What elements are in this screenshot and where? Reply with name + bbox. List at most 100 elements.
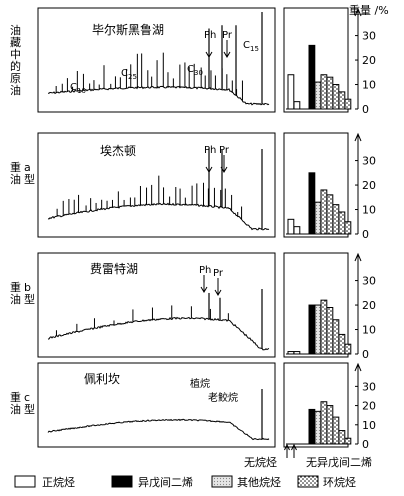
no-alkanes-label: 无烷烃 <box>244 455 277 469</box>
sample-label-char: 油 <box>10 172 21 186</box>
peak-label: C15 <box>243 40 259 53</box>
legend-label-n-alkanes: 正烷烃 <box>42 475 75 489</box>
y-tick-label: 0 <box>362 438 369 451</box>
sample-label-char: 重 <box>10 160 21 174</box>
sample-label-char: 型 <box>24 172 35 186</box>
sample-label-char: 型 <box>24 402 35 416</box>
chromatogram-frame <box>37 7 276 113</box>
sample-label-char: 油 <box>10 23 21 37</box>
y-tick-label: 20 <box>362 400 376 413</box>
bar <box>320 74 328 110</box>
sample-label-char: a <box>24 161 31 174</box>
bar <box>332 319 340 355</box>
chromatogram-frame <box>37 362 276 448</box>
bar <box>314 304 322 355</box>
sample-label-char: 油 <box>10 83 21 97</box>
y-axis-arrowhead <box>354 132 362 142</box>
bar <box>344 437 352 445</box>
bar <box>320 299 328 355</box>
bar <box>344 343 352 355</box>
bar <box>338 430 346 445</box>
missing-arrowhead <box>291 443 297 451</box>
peak-label: Pr <box>213 268 224 279</box>
bar <box>338 91 346 110</box>
bar <box>314 410 322 445</box>
legend-swatch-n-alkanes <box>14 475 36 488</box>
legend-swatch-naphthenes <box>297 475 319 488</box>
chromatogram-title: 毕尔斯黑鲁湖 <box>92 22 164 37</box>
bar-panel-frame <box>283 132 349 238</box>
missing-arrowhead <box>284 443 290 451</box>
chromatogram-frame <box>37 132 276 238</box>
peak-arrowhead <box>223 51 231 58</box>
sample-label-char: 型 <box>24 292 35 306</box>
peak-label: C25 <box>121 68 137 81</box>
y-tick-label: 0 <box>362 228 369 241</box>
chromatogram-frame <box>37 252 276 358</box>
legend-label-other-alkanes: 其他烷烃 <box>237 475 281 489</box>
peak-label: C30 <box>187 64 203 77</box>
peak-arrowhead <box>205 51 213 58</box>
bar <box>308 44 316 110</box>
bar <box>326 307 334 355</box>
bar-panel-frame <box>283 362 349 448</box>
bar <box>338 333 346 355</box>
chromatogram-trace <box>47 316 270 351</box>
y-tick-label: 30 <box>362 30 376 43</box>
y-tick-label: 30 <box>362 155 376 168</box>
bar-panel-frame <box>283 7 349 113</box>
bar <box>308 304 316 355</box>
sample-label-char: 油 <box>10 292 21 306</box>
chromatogram-title: 埃杰顿 <box>100 144 136 158</box>
y-tick-label: 10 <box>362 79 376 92</box>
bar <box>332 84 340 110</box>
bar <box>287 74 295 110</box>
y-tick-label: 30 <box>362 275 376 288</box>
bar <box>308 408 316 445</box>
sample-label-char: c <box>24 391 30 404</box>
y-tick-label: 20 <box>362 299 376 312</box>
peak-arrowhead <box>220 166 228 173</box>
chromatogram-title: 佩利坎 <box>84 372 120 386</box>
legend-label-naphthenes: 环烷烃 <box>323 475 356 489</box>
legend: 正烷烃 异戊间二烯 其他烷烃 环烷烃 <box>14 475 356 489</box>
peak-label: Ph <box>204 145 216 156</box>
y-tick-label: 30 <box>362 380 376 393</box>
peak-label: C10 <box>70 82 86 95</box>
bar <box>332 416 340 445</box>
bar <box>287 218 295 235</box>
y-tick-label: 10 <box>362 204 376 217</box>
chromatogram-trace <box>47 202 270 231</box>
bar <box>344 98 352 110</box>
bar <box>314 81 322 110</box>
chromatogram-trace <box>47 418 270 441</box>
bar <box>338 211 346 235</box>
peak-label: Ph <box>204 30 216 41</box>
bar <box>314 201 322 235</box>
y-axis-arrowhead <box>354 7 362 17</box>
peak-arrowhead <box>200 286 208 293</box>
bar <box>320 189 328 235</box>
peak-label: Pr <box>222 30 233 41</box>
bar <box>293 101 301 110</box>
bar <box>308 172 316 235</box>
bar <box>293 226 301 235</box>
sample-label-char: 原 <box>10 72 21 85</box>
bar <box>344 221 352 235</box>
y-tick-label: 10 <box>362 419 376 432</box>
y-tick-label: 10 <box>362 324 376 337</box>
sample-label-char: 的 <box>10 59 21 73</box>
peak-label: Ph <box>199 265 211 276</box>
y-tick-label: 0 <box>362 348 369 361</box>
y-tick-label: 20 <box>362 54 376 67</box>
sample-label-char: b <box>24 281 31 294</box>
